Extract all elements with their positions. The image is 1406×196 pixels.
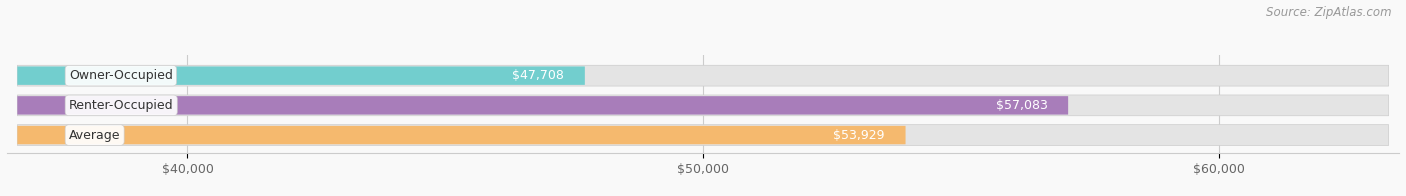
FancyBboxPatch shape [17,126,905,144]
FancyBboxPatch shape [17,66,585,85]
Text: $47,708: $47,708 [512,69,564,82]
FancyBboxPatch shape [17,125,1389,145]
FancyBboxPatch shape [17,96,1069,115]
Text: Owner-Occupied: Owner-Occupied [69,69,173,82]
Text: Renter-Occupied: Renter-Occupied [69,99,173,112]
FancyBboxPatch shape [17,95,1389,116]
FancyBboxPatch shape [17,65,1389,86]
Text: Average: Average [69,129,121,142]
Text: $53,929: $53,929 [834,129,884,142]
Text: $57,083: $57,083 [995,99,1047,112]
Text: Source: ZipAtlas.com: Source: ZipAtlas.com [1267,6,1392,19]
